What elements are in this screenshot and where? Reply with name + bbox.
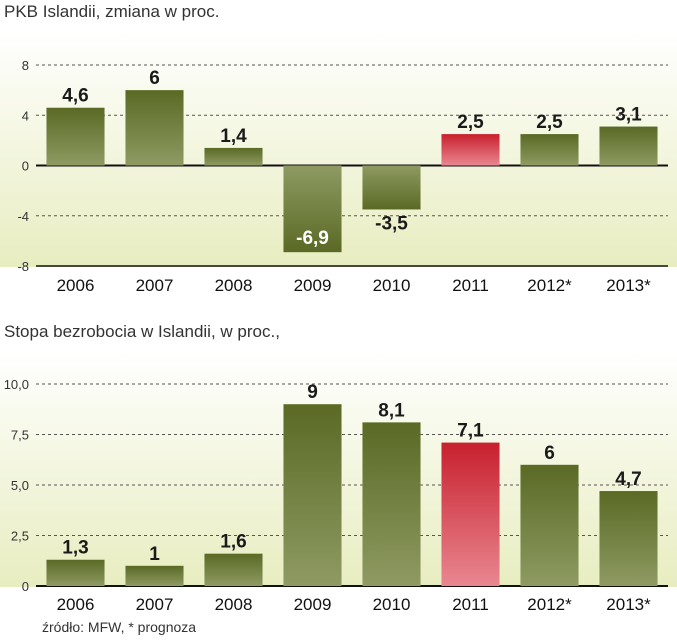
bar	[204, 147, 263, 166]
source-note: źródło: MFW, * prognoza	[42, 619, 197, 635]
y-tick-label: 5,0	[11, 478, 29, 493]
bar	[46, 107, 105, 166]
gdp-chart: 8 4 0 -4 -8 4,6 2006 6 2007 1,4 2008 -6,9 2009 -3,5 20…	[0, 30, 677, 295]
y-tick-label: -8	[17, 259, 29, 274]
y-tick-label: 7,5	[11, 428, 29, 443]
y-tick-label: 0	[22, 579, 29, 594]
bar	[362, 422, 421, 586]
value-label: 2,5	[536, 112, 563, 133]
x-tick-label: 2008	[215, 595, 253, 614]
x-tick-label: 2007	[136, 595, 174, 614]
x-tick-label: 2010	[373, 595, 411, 614]
x-tick-label: 2011	[452, 595, 489, 614]
value-label: 2,5	[457, 112, 484, 133]
x-tick-label: 2007	[136, 276, 174, 295]
value-label: 4,7	[615, 469, 641, 490]
x-tick-label: 2012*	[527, 276, 572, 295]
x-tick-label: 2009	[294, 276, 332, 295]
y-tick-label: 2,5	[11, 529, 29, 544]
value-label: 9	[307, 382, 318, 403]
value-label: 1,4	[220, 126, 247, 147]
bar	[125, 565, 184, 586]
bar	[520, 464, 579, 586]
x-tick-label: 2009	[294, 595, 332, 614]
y-tick-label: -4	[17, 209, 29, 224]
bar	[362, 165, 421, 210]
y-tick-label: 10,0	[4, 377, 29, 392]
value-label: -3,5	[375, 213, 408, 234]
y-tick-label: 8	[22, 58, 29, 73]
x-tick-label: 2010	[373, 276, 411, 295]
x-tick-label: 2006	[57, 595, 95, 614]
bar	[520, 134, 579, 166]
y-tick-label: 0	[22, 159, 29, 174]
bar	[125, 90, 184, 166]
value-label: 4,6	[62, 86, 88, 107]
chart-title-unemployment: Stopa bezrobocia w Islandii, w proc.,	[4, 322, 280, 341]
chart-title-gdp: PKB Islandii, zmiana w proc.	[4, 2, 220, 21]
value-label: 6	[544, 443, 555, 464]
value-label: -6,9	[296, 228, 329, 249]
bar	[441, 442, 500, 586]
bar	[599, 491, 658, 586]
bar	[599, 126, 658, 166]
x-tick-label: 2008	[215, 276, 253, 295]
value-label: 6	[149, 68, 160, 89]
value-label: 7,1	[457, 421, 484, 442]
y-tick-label: 4	[22, 108, 29, 123]
bar	[441, 134, 500, 166]
value-label: 1,6	[220, 532, 246, 553]
x-tick-label: 2013*	[606, 595, 651, 614]
bar	[204, 553, 263, 586]
x-tick-label: 2006	[57, 276, 95, 295]
x-tick-label: 2012*	[527, 595, 572, 614]
bar	[46, 559, 105, 586]
value-label: 1,3	[62, 538, 88, 559]
value-label: 1	[149, 544, 160, 565]
x-tick-label: 2013*	[606, 276, 651, 295]
bar	[283, 165, 342, 253]
value-label: 8,1	[378, 400, 405, 421]
bar	[283, 404, 342, 586]
value-label: 3,1	[615, 105, 642, 126]
x-tick-label: 2011	[452, 276, 489, 295]
